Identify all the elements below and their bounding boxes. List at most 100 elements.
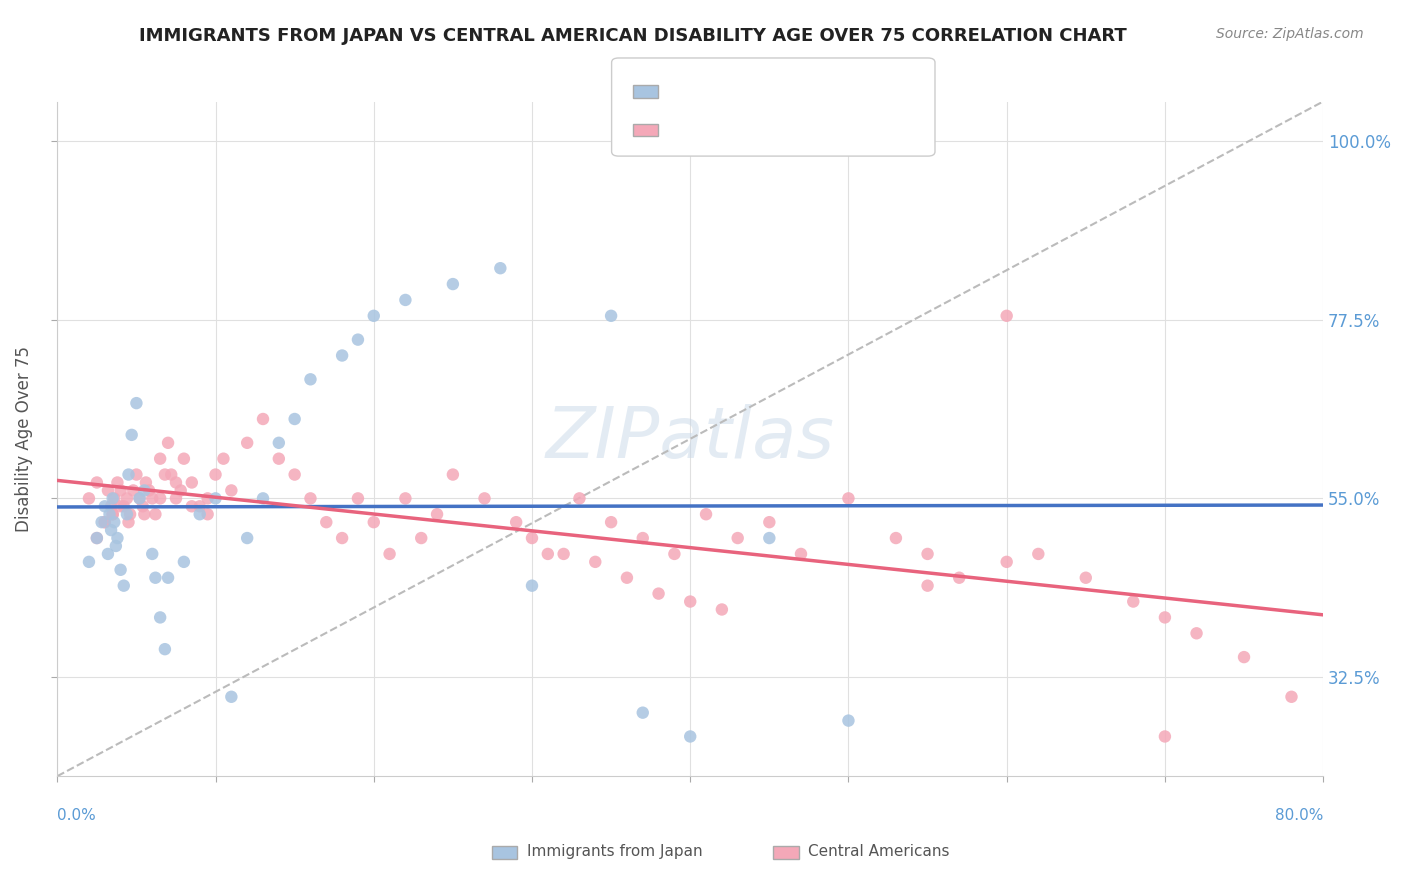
Point (583, 555, 606, 569)
Point (315, 515, 337, 529)
Point (252, 412, 274, 426)
Point (94, 515, 117, 529)
Point (128, 491, 150, 506)
Point (1233, 650, 1256, 665)
Point (145, 571, 167, 585)
Point (138, 483, 160, 498)
Point (115, 508, 138, 522)
Point (121, 428, 143, 442)
Point (917, 579, 939, 593)
Point (149, 610, 172, 624)
Point (284, 412, 307, 426)
Point (347, 491, 370, 506)
Point (110, 483, 132, 498)
Point (758, 531, 780, 545)
Point (180, 500, 202, 514)
Point (117, 467, 139, 482)
Point (917, 547, 939, 561)
Point (153, 642, 176, 657)
Point (101, 508, 124, 522)
Point (103, 491, 125, 506)
Point (1122, 594, 1144, 608)
Point (267, 435, 290, 450)
Point (299, 491, 322, 506)
Point (100, 523, 122, 537)
Point (394, 293, 416, 307)
Point (330, 349, 353, 363)
Point (125, 396, 148, 410)
Point (411, 531, 433, 545)
Point (204, 491, 226, 506)
Point (995, 309, 1018, 323)
Point (112, 579, 135, 593)
Point (197, 508, 219, 522)
Point (98, 508, 121, 522)
Point (104, 539, 127, 553)
Point (122, 483, 145, 498)
Point (135, 475, 157, 490)
Point (77, 555, 100, 569)
Point (173, 451, 195, 466)
Point (474, 491, 496, 506)
Y-axis label: Disability Age Over 75: Disability Age Over 75 (15, 346, 32, 532)
Point (101, 508, 124, 522)
Point (149, 451, 172, 466)
Point (221, 483, 243, 498)
Point (284, 467, 307, 482)
Point (441, 277, 464, 291)
Point (236, 435, 259, 450)
Point (363, 515, 385, 529)
Text: R =  0.295    N = 45: R = 0.295 N = 45 (668, 82, 835, 100)
Point (103, 515, 125, 529)
Point (188, 500, 211, 514)
Point (128, 491, 150, 506)
Point (141, 491, 163, 506)
Point (125, 467, 148, 482)
Point (758, 515, 780, 529)
Point (94, 515, 117, 529)
Point (394, 491, 416, 506)
Point (86, 531, 108, 545)
Point (299, 372, 322, 386)
Point (90, 515, 112, 529)
Point (117, 515, 139, 529)
Point (664, 547, 686, 561)
Text: IMMIGRANTS FROM JAPAN VS CENTRAL AMERICAN DISABILITY AGE OVER 75 CORRELATION CHA: IMMIGRANTS FROM JAPAN VS CENTRAL AMERICA… (139, 27, 1126, 45)
Point (86, 531, 108, 545)
Point (188, 508, 211, 522)
Point (505, 515, 527, 529)
Point (647, 586, 669, 600)
Point (204, 467, 226, 482)
Point (145, 508, 167, 522)
Text: 80.0%: 80.0% (1275, 808, 1323, 823)
Point (170, 483, 193, 498)
Point (132, 500, 155, 514)
Point (347, 333, 370, 347)
Point (115, 491, 138, 506)
Point (120, 508, 142, 522)
Point (112, 500, 135, 514)
Point (180, 475, 202, 490)
Point (537, 547, 560, 561)
Point (157, 571, 180, 585)
Point (790, 547, 813, 561)
Point (441, 467, 464, 482)
Point (553, 547, 575, 561)
Point (173, 555, 195, 569)
Point (520, 579, 543, 593)
Point (86, 475, 108, 490)
Point (600, 309, 623, 323)
Point (97, 483, 120, 498)
Point (884, 531, 907, 545)
Point (837, 491, 859, 506)
Point (101, 491, 124, 506)
Text: ZIPatlas: ZIPatlas (546, 404, 835, 474)
Point (1026, 547, 1049, 561)
Point (679, 730, 702, 744)
Point (616, 571, 638, 585)
Point (134, 508, 156, 522)
Text: Source: ZipAtlas.com: Source: ZipAtlas.com (1216, 27, 1364, 41)
Point (77, 491, 100, 506)
Point (837, 714, 859, 728)
Point (110, 500, 132, 514)
